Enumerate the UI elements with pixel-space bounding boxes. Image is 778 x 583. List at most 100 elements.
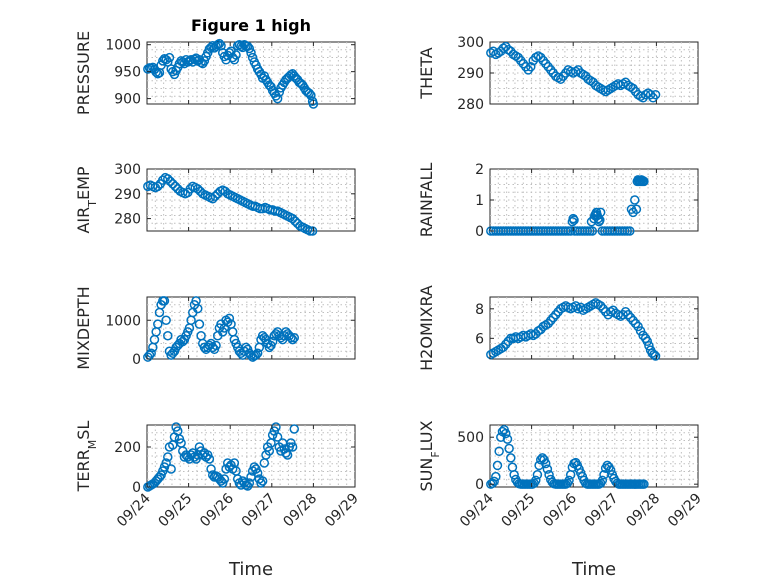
data-point — [194, 319, 205, 329]
data-point — [252, 348, 263, 358]
data-point — [153, 69, 163, 79]
data-point — [164, 52, 175, 63]
data-point — [159, 296, 170, 306]
data-point — [550, 309, 561, 320]
data-point — [498, 342, 509, 352]
data-point — [211, 340, 221, 351]
data-point — [204, 454, 215, 464]
data-point — [623, 309, 633, 320]
data-point — [286, 332, 296, 343]
data-point — [501, 339, 511, 349]
subplot-pressure: 900 950 1000 PRESSURE — [74, 31, 356, 115]
y-tick-label: 0 — [475, 224, 484, 240]
data-point — [210, 191, 220, 202]
data-point — [639, 176, 649, 187]
data-point — [504, 443, 514, 454]
y-tick-label: 0 — [132, 480, 141, 496]
data-point — [287, 334, 298, 345]
subplot-rainfall: 0 1 2 RAINFALL — [417, 162, 699, 240]
y-tick-label: 300 — [114, 162, 141, 178]
y-tick-label: 500 — [457, 430, 484, 446]
data-point — [163, 331, 173, 341]
y-axis-label: THETA — [417, 47, 436, 99]
data-point — [564, 475, 574, 486]
y-axis-label: SUNFLUX — [417, 420, 442, 491]
data-point — [540, 458, 551, 469]
data-point — [526, 62, 536, 72]
data-point — [219, 474, 230, 484]
data-point — [170, 181, 181, 192]
data-point — [542, 464, 553, 474]
y-axis-label: TERRMSL — [74, 421, 99, 493]
subplot-h2omixra: 6 8 H2OMIXRA — [417, 285, 699, 371]
x-axis-label-right: Time — [571, 559, 616, 580]
data-point — [246, 472, 256, 482]
data-point — [625, 312, 636, 323]
data-point — [545, 315, 556, 326]
data-point — [289, 332, 300, 343]
y-tick-label: 8 — [475, 302, 484, 318]
data-point — [532, 470, 543, 480]
data-point — [207, 194, 218, 204]
y-tick-label: 300 — [457, 35, 484, 51]
data-point — [506, 453, 516, 463]
data-point — [649, 349, 659, 360]
y-tick-label: 6 — [475, 331, 484, 347]
data-point — [224, 313, 235, 324]
data-point — [605, 465, 616, 475]
axes-frame — [489, 424, 699, 488]
data-point — [494, 446, 504, 457]
data-point — [628, 315, 638, 326]
y-axis-label: AIRTEMP — [74, 166, 99, 233]
data-point — [565, 226, 576, 236]
data-point — [165, 176, 176, 187]
data-point — [229, 55, 240, 65]
y-axis-label: RAINFALL — [417, 163, 436, 238]
data-point — [231, 50, 241, 60]
data-point — [489, 476, 499, 487]
data-point — [166, 464, 176, 474]
data-point — [247, 52, 258, 63]
data-point — [206, 464, 216, 474]
y-tick-label: 900 — [114, 92, 141, 108]
data-point — [151, 67, 161, 77]
data-point — [597, 475, 608, 486]
data-point — [307, 226, 318, 236]
data-point — [569, 215, 579, 225]
y-tick-label: 290 — [457, 66, 484, 82]
data-point — [650, 89, 661, 100]
y-tick-label: 1000 — [105, 313, 141, 329]
data-point — [492, 460, 503, 471]
data-point — [631, 204, 642, 215]
data-point — [146, 348, 156, 358]
subplot-theta: 280 290 300 THETA — [417, 35, 699, 113]
y-tick-label: 950 — [114, 65, 141, 81]
figure-title: Figure 1 high — [191, 16, 311, 35]
data-point — [534, 460, 544, 471]
y-tick-label: 2 — [475, 162, 484, 178]
subplot-air-temp: 280 290 300 AIRTEMP — [74, 162, 356, 236]
y-tick-label: 0 — [475, 477, 484, 493]
data-point — [650, 351, 661, 361]
data-point — [509, 470, 519, 480]
data-point — [287, 213, 298, 224]
data-point — [531, 475, 541, 486]
y-axis-label: MIXDEPTH — [74, 286, 93, 369]
data-point — [642, 336, 652, 347]
data-point — [630, 195, 640, 205]
data-point — [272, 93, 283, 104]
data-point — [587, 226, 598, 236]
data-point — [252, 468, 263, 478]
y-tick-label: 280 — [114, 212, 141, 228]
y-tick-label: 290 — [114, 187, 141, 203]
data-point — [544, 470, 554, 480]
y-tick-label: 1 — [475, 193, 484, 209]
x-axis-label-left: Time — [228, 559, 273, 580]
data-point — [548, 312, 558, 323]
y-axis-label: PRESSURE — [74, 31, 93, 115]
data-point — [287, 442, 298, 452]
subplot-mixdepth: 0 1000 MIXDEPTH — [74, 286, 356, 370]
data-point — [163, 174, 173, 184]
data-point — [161, 458, 171, 468]
